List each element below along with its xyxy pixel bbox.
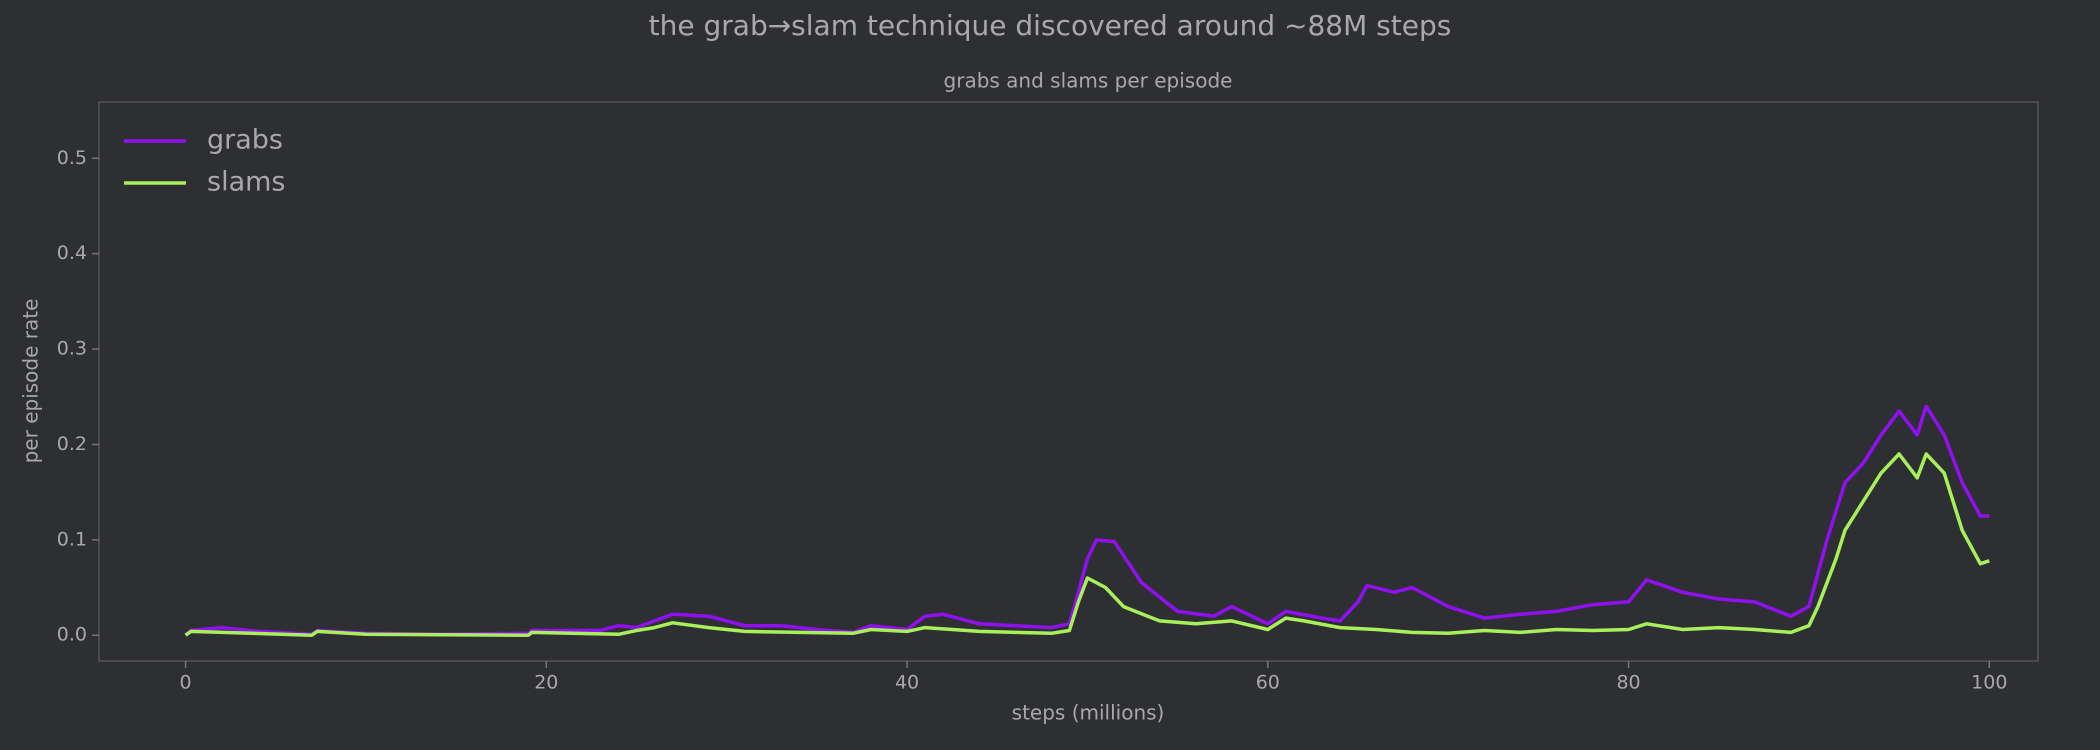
legend-label: slams	[207, 167, 285, 198]
x-tick-label: 100	[1971, 672, 2007, 694]
y-tick-label: 0.1	[57, 528, 87, 550]
series-line	[184, 452, 1990, 637]
legend-label: grabs	[207, 125, 283, 156]
chart-title: the grab→slam technique discovered aroun…	[649, 9, 1452, 42]
y-tick-label: 0.4	[57, 242, 87, 264]
y-tick-label: 0.5	[57, 147, 87, 169]
y-tick-label: 0.2	[57, 433, 87, 455]
x-axis-label: steps (millions)	[1012, 701, 1165, 725]
plot-frame	[98, 101, 2039, 662]
x-tick-label: 20	[534, 672, 558, 694]
x-tick-label: 40	[895, 672, 919, 694]
series-line	[184, 404, 1990, 637]
x-tick-label: 60	[1256, 672, 1280, 694]
y-axis-label: per episode rate	[19, 299, 43, 464]
x-tick-label: 80	[1616, 672, 1640, 694]
chart-subtitle: grabs and slams per episode	[944, 69, 1233, 93]
x-tick-label: 0	[180, 672, 192, 694]
y-tick-label: 0.3	[57, 338, 87, 360]
y-tick-label: 0.0	[57, 624, 87, 646]
